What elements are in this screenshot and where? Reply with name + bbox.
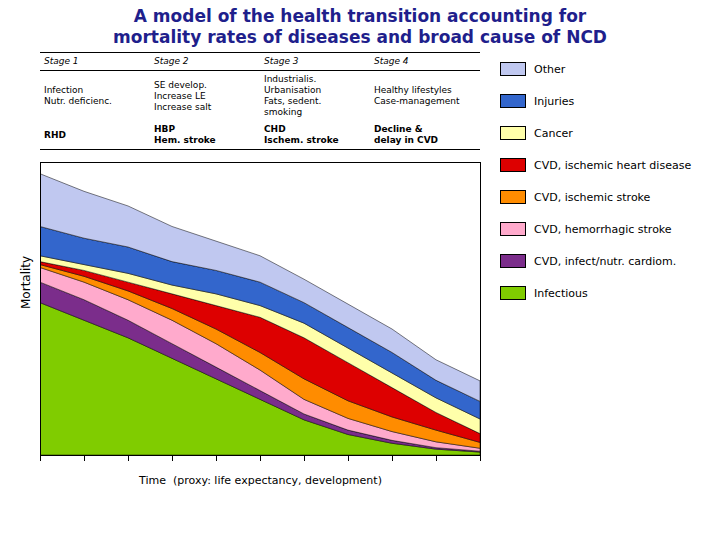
html-text:Stage 2: Stage 2 — [154, 56, 189, 66]
html-text:CHD Ischem. stroke: CHD Ischem. stroke — [264, 124, 339, 145]
html-text:A model of the health transiti: A model of the health transition account… — [113, 6, 607, 47]
html-text:Stage 3: Stage 3 — [264, 56, 299, 66]
html-text:RHD: RHD — [44, 129, 66, 140]
html-text:Stage 1: Stage 1 — [44, 56, 79, 66]
html-text:Injuries: Injuries — [534, 94, 575, 108]
html-text:Industrialis. Urbanisation Fat: Industrialis. Urbanisation Fats, sedent.… — [264, 74, 322, 117]
html-text:Decline & delay in CVD: Decline & delay in CVD — [374, 124, 439, 145]
html-text:CVD, ischemic stroke: CVD, ischemic stroke — [534, 190, 651, 204]
svg-text:Time (proxy: life expectancy,: Time (proxy: life expectancy, developmen… — [138, 474, 382, 487]
html-text:Infection Nutr. deficienc.: Infection Nutr. deficienc. — [44, 85, 112, 106]
html-text:Infectious: Infectious — [534, 286, 588, 300]
html-text:CVD, ischemic heart disease: CVD, ischemic heart disease — [534, 158, 692, 172]
html-text:HBP Hem. stroke: HBP Hem. stroke — [154, 124, 216, 145]
html-text:CVD, infect/nutr. cardiom.: CVD, infect/nutr. cardiom. — [534, 254, 677, 268]
html-text:Stage 4: Stage 4 — [374, 56, 409, 66]
html-text:SE develop. Increase LE Increa: SE develop. Increase LE Increase salt — [154, 79, 212, 112]
html-text:CVD, hemorrhagic stroke: CVD, hemorrhagic stroke — [534, 222, 672, 236]
svg-text:Mortality: Mortality — [19, 256, 33, 309]
html-text:Other: Other — [534, 62, 566, 76]
html-text:Healthy lifestyles Case-manage: Healthy lifestyles Case-management — [374, 85, 460, 106]
html-text:Cancer: Cancer — [534, 126, 573, 140]
